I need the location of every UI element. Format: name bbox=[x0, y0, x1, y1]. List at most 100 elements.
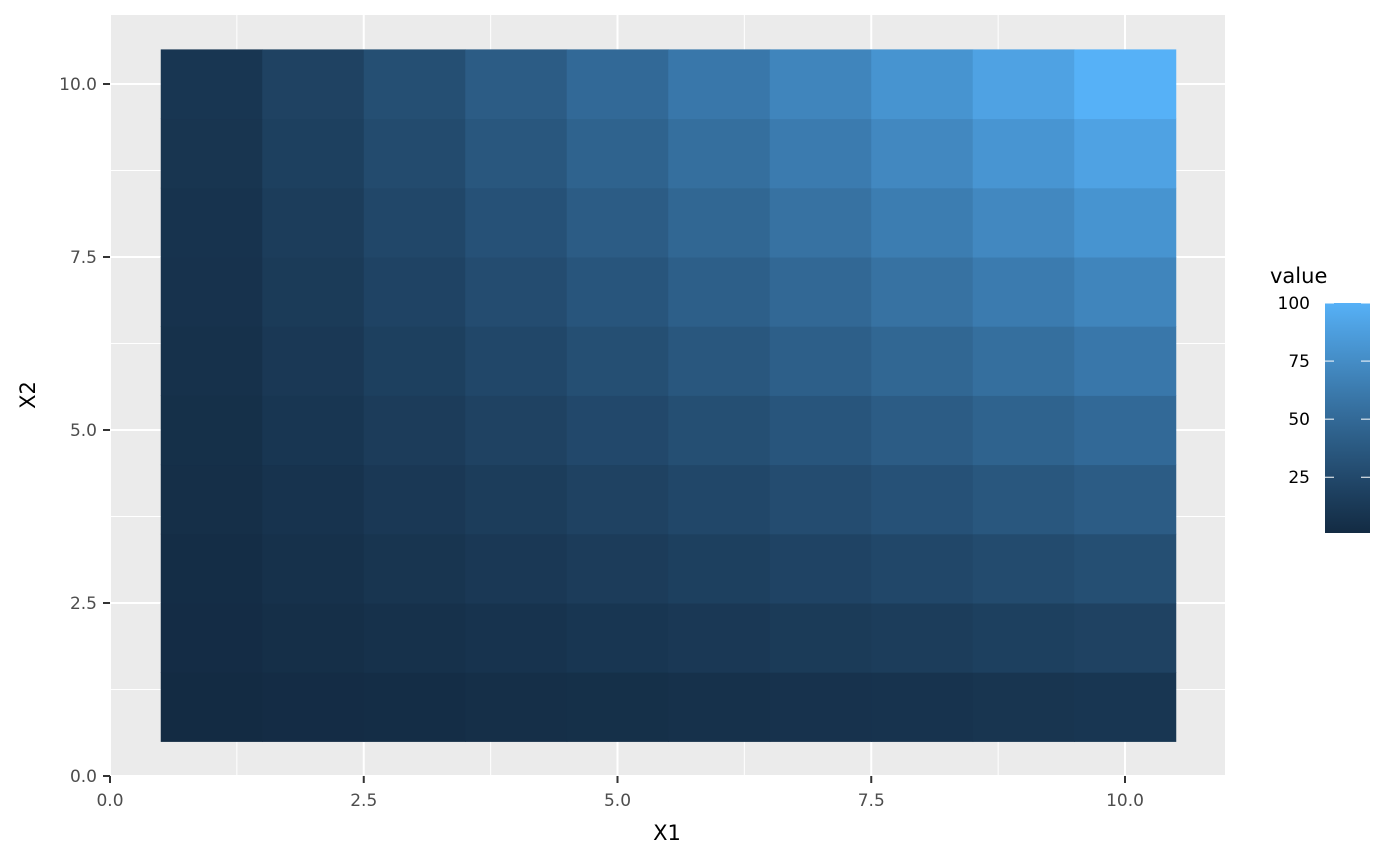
heatmap-tile bbox=[262, 326, 365, 396]
legend-tick-label: 25 bbox=[1288, 468, 1310, 488]
heatmap-tile bbox=[363, 118, 466, 189]
heatmap-tile bbox=[1074, 464, 1177, 535]
heatmap-tile bbox=[1074, 603, 1177, 673]
heatmap-tile bbox=[465, 603, 568, 673]
heatmap-tile bbox=[1074, 672, 1177, 742]
heatmap-tile bbox=[566, 603, 669, 673]
heatmap-tile bbox=[769, 395, 872, 466]
heatmap-tile bbox=[972, 187, 1075, 258]
heatmap-tile bbox=[566, 464, 669, 535]
heatmap-tile bbox=[972, 326, 1075, 396]
heatmap-tile bbox=[668, 672, 771, 742]
heatmap-tile bbox=[871, 464, 974, 535]
heatmap-tile bbox=[972, 118, 1075, 189]
legend-tick-label: 100 bbox=[1278, 294, 1310, 314]
heatmap-tile bbox=[668, 49, 771, 120]
heatmap-tile bbox=[262, 533, 365, 604]
heatmap-tile bbox=[972, 49, 1075, 120]
heatmap-tile bbox=[465, 257, 568, 327]
heatmap-tile bbox=[465, 464, 568, 535]
colorbar bbox=[1325, 303, 1370, 533]
heatmap-tile bbox=[769, 603, 872, 673]
x-tick-label: 2.5 bbox=[350, 791, 377, 811]
heatmap-tile bbox=[871, 326, 974, 396]
y-tick-label: 0.0 bbox=[70, 767, 97, 787]
heatmap-tile bbox=[871, 187, 974, 258]
heatmap-tile bbox=[363, 464, 466, 535]
heatmap-tile bbox=[871, 49, 974, 120]
heatmap-tile bbox=[363, 49, 466, 120]
legend-tick-label: 75 bbox=[1288, 352, 1310, 372]
x-tick-label: 5.0 bbox=[604, 791, 631, 811]
heatmap-tile bbox=[871, 257, 974, 327]
y-axis: 0.0 2.5 5.0 7.5 10.0 bbox=[59, 75, 110, 787]
heatmap-tile bbox=[262, 118, 365, 189]
x-tick-label: 10.0 bbox=[1106, 791, 1144, 811]
heatmap-tile bbox=[363, 533, 466, 604]
legend: value 25 50 75 100 bbox=[1270, 264, 1370, 533]
heatmap-tile bbox=[566, 118, 669, 189]
heatmap-tile bbox=[668, 257, 771, 327]
heatmap-tile bbox=[871, 395, 974, 466]
heatmap-tile bbox=[262, 464, 365, 535]
legend-title: value bbox=[1270, 264, 1327, 288]
heatmap-tile bbox=[871, 672, 974, 742]
heatmap-tile bbox=[769, 187, 872, 258]
heatmap-tile bbox=[769, 118, 872, 189]
heatmap-tile bbox=[465, 395, 568, 466]
heatmap-tile bbox=[668, 603, 771, 673]
heatmap-tile bbox=[160, 49, 263, 120]
x-tick-label: 7.5 bbox=[858, 791, 885, 811]
heatmap-tile bbox=[1074, 187, 1177, 258]
heatmap-tile bbox=[160, 118, 263, 189]
heatmap-tile bbox=[160, 257, 263, 327]
heatmap-tile bbox=[262, 395, 365, 466]
y-tick-label: 7.5 bbox=[70, 248, 97, 268]
heatmap-tile bbox=[566, 49, 669, 120]
heatmap-tile bbox=[1074, 49, 1177, 120]
heatmap-tile bbox=[972, 533, 1075, 604]
heatmap-tile bbox=[262, 49, 365, 120]
heatmap-tile bbox=[871, 603, 974, 673]
x-axis-title: X1 bbox=[653, 821, 681, 845]
heatmap-tile bbox=[871, 118, 974, 189]
heatmap-tile bbox=[769, 464, 872, 535]
heatmap-tile bbox=[465, 326, 568, 396]
heatmap-tile bbox=[262, 672, 365, 742]
heatmap-tile bbox=[566, 672, 669, 742]
heatmap-tile bbox=[668, 326, 771, 396]
heatmap-tile bbox=[465, 533, 568, 604]
heatmap-tile bbox=[668, 395, 771, 466]
y-tick-label: 10.0 bbox=[59, 75, 97, 95]
heatmap-tile bbox=[160, 326, 263, 396]
heatmap-tile bbox=[262, 257, 365, 327]
heatmap-tile bbox=[769, 672, 872, 742]
heatmap-tiles bbox=[160, 49, 1177, 742]
heatmap-tile bbox=[972, 603, 1075, 673]
heatmap-tile bbox=[1074, 257, 1177, 327]
heatmap-tile bbox=[1074, 395, 1177, 466]
heatmap-tile bbox=[769, 257, 872, 327]
heatmap-tile bbox=[465, 187, 568, 258]
heatmap-tile bbox=[262, 187, 365, 258]
x-axis: 0.0 2.5 5.0 7.5 10.0 bbox=[96, 776, 1144, 811]
heatmap-tile bbox=[363, 603, 466, 673]
heatmap-tile bbox=[871, 533, 974, 604]
y-tick-label: 2.5 bbox=[70, 594, 97, 614]
heatmap-tile bbox=[566, 533, 669, 604]
heatmap-tile bbox=[160, 603, 263, 673]
heatmap-tile bbox=[769, 326, 872, 396]
heatmap-tile bbox=[566, 187, 669, 258]
heatmap-tile bbox=[566, 395, 669, 466]
heatmap-tile bbox=[160, 533, 263, 604]
heatmap-tile bbox=[566, 257, 669, 327]
heatmap-tile bbox=[363, 257, 466, 327]
heatmap-tile bbox=[160, 395, 263, 466]
legend-tick-label: 50 bbox=[1288, 410, 1310, 430]
x-tick-label: 0.0 bbox=[96, 791, 123, 811]
heatmap-tile bbox=[668, 118, 771, 189]
y-axis-title: X2 bbox=[16, 381, 40, 409]
heatmap-tile bbox=[363, 395, 466, 466]
heatmap-tile bbox=[160, 464, 263, 535]
